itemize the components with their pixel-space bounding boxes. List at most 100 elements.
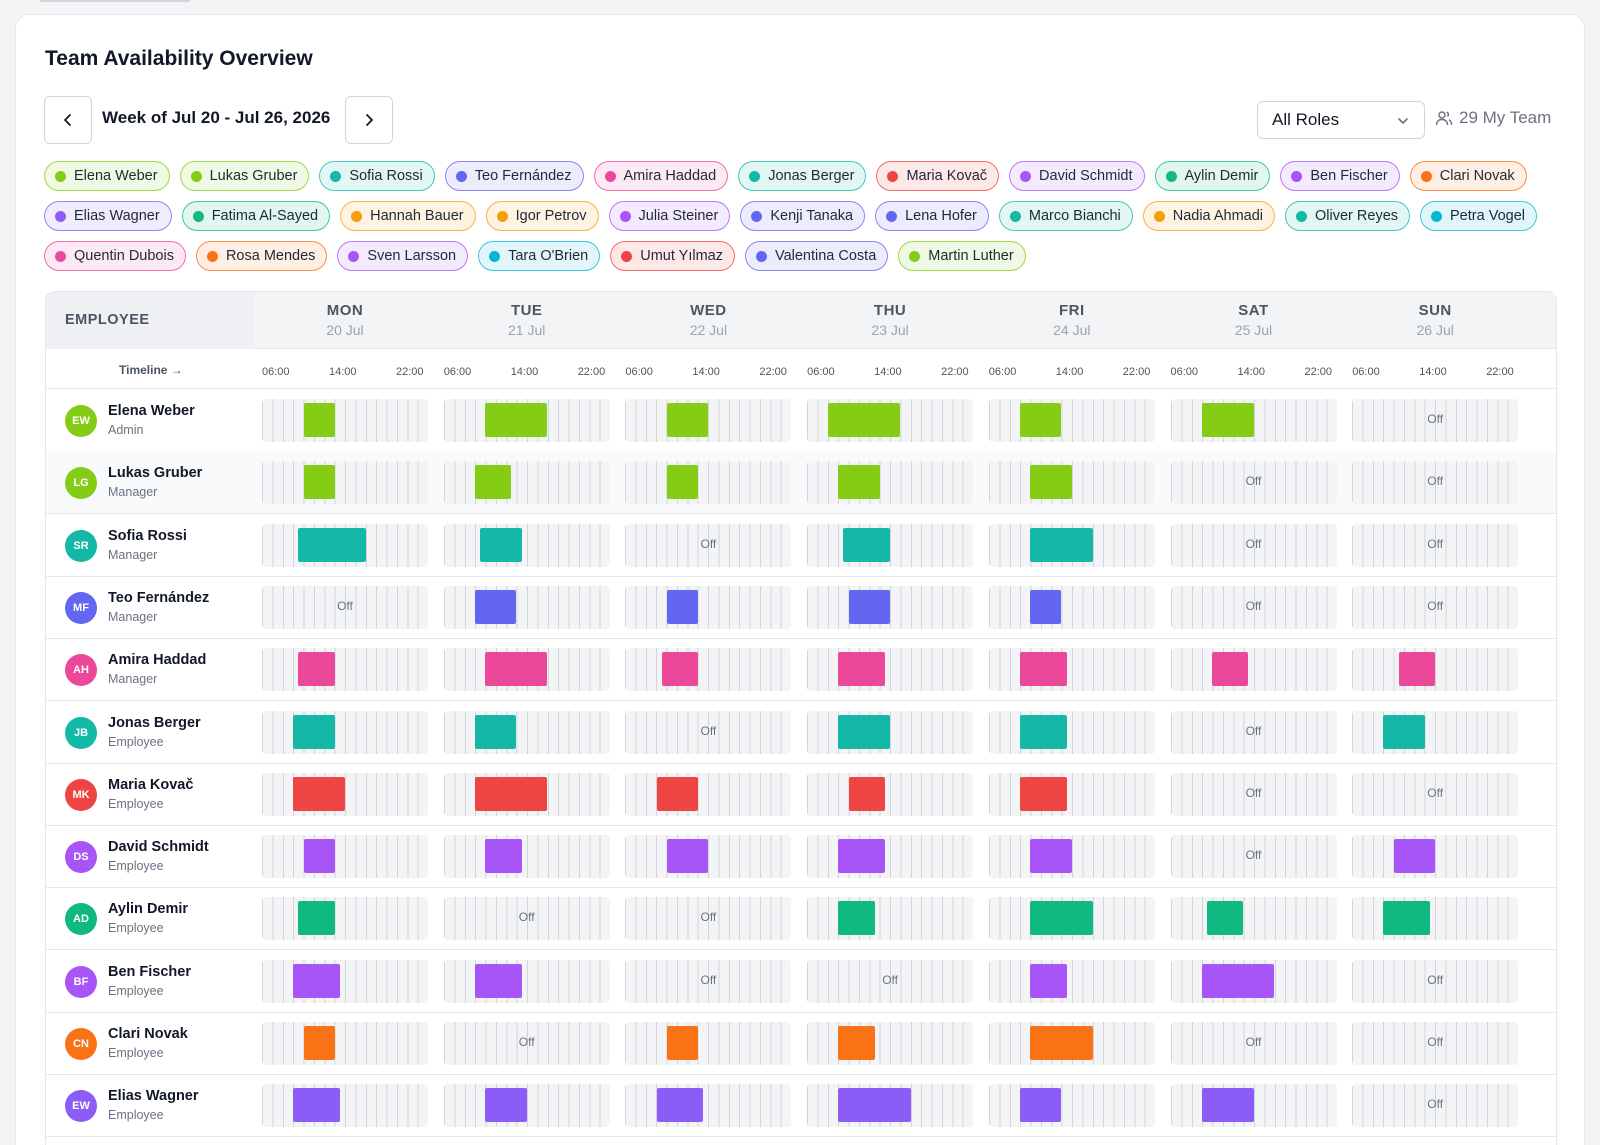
shift-bar[interactable]: [293, 1088, 340, 1123]
availability-cell-fri[interactable]: [988, 710, 1155, 754]
availability-cell-fri[interactable]: [988, 1022, 1155, 1065]
shift-bar[interactable]: [1019, 403, 1062, 437]
availability-cell-sun[interactable]: Off: [1352, 959, 1519, 1003]
availability-cell-tue[interactable]: [443, 461, 610, 505]
shift-bar[interactable]: [474, 963, 522, 998]
availability-cell-thu[interactable]: [807, 648, 974, 692]
employee-chip-nadia-ahmadi[interactable]: Nadia Ahmadi: [1142, 201, 1276, 231]
shift-bar[interactable]: [474, 589, 517, 624]
availability-cell-wed[interactable]: [625, 1084, 792, 1128]
shift-bar[interactable]: [838, 465, 880, 500]
shift-bar[interactable]: [485, 652, 548, 687]
availability-cell-sun[interactable]: [1352, 835, 1519, 879]
shift-bar[interactable]: [485, 403, 548, 437]
availability-cell-sat[interactable]: Off: [1170, 523, 1337, 567]
shift-bar[interactable]: [1030, 465, 1072, 500]
employee-chip-amira-haddad[interactable]: Amira Haddad: [593, 161, 729, 191]
employee-row[interactable]: BF Ben Fischer Employee Off Off Off: [46, 950, 1556, 1013]
team-count[interactable]: 29 My Team: [1435, 108, 1551, 128]
availability-cell-sat[interactable]: [1170, 897, 1337, 941]
availability-cell-fri[interactable]: [988, 461, 1155, 505]
availability-cell-mon[interactable]: [262, 1022, 428, 1065]
availability-cell-sun[interactable]: [1352, 897, 1519, 941]
shift-bar[interactable]: [303, 465, 335, 500]
availability-cell-fri[interactable]: [988, 648, 1155, 692]
availability-cell-mon[interactable]: Off: [262, 585, 428, 629]
availability-cell-thu[interactable]: [807, 399, 974, 442]
availability-cell-thu[interactable]: [807, 1084, 974, 1128]
employee-chip-rosa-mendes[interactable]: Rosa Mendes: [195, 241, 328, 271]
shift-bar[interactable]: [1030, 839, 1072, 874]
shift-bar[interactable]: [474, 714, 517, 749]
employee-row[interactable]: MK Maria Kovač Employee Off Off: [46, 763, 1556, 826]
employee-row[interactable]: MF Teo Fernández Manager Off Off Off: [46, 576, 1556, 639]
availability-cell-fri[interactable]: [988, 835, 1155, 879]
employee-chip-david-schmidt[interactable]: David Schmidt: [1009, 161, 1145, 191]
shift-bar[interactable]: [293, 776, 345, 811]
shift-bar[interactable]: [474, 465, 512, 500]
availability-cell-mon[interactable]: [262, 959, 428, 1003]
employee-row[interactable]: DS David Schmidt Employee Off: [46, 825, 1556, 889]
availability-cell-wed[interactable]: Off: [625, 523, 792, 567]
employee-row[interactable]: AD Aylin Demir Employee Off Off: [46, 887, 1556, 951]
availability-cell-wed[interactable]: [625, 772, 792, 816]
availability-cell-sun[interactable]: Off: [1352, 1022, 1519, 1065]
shift-bar[interactable]: [666, 589, 699, 624]
availability-cell-fri[interactable]: [988, 772, 1155, 816]
shift-bar[interactable]: [298, 652, 335, 687]
shift-bar[interactable]: [848, 776, 885, 811]
availability-cell-thu[interactable]: [807, 461, 974, 505]
availability-cell-sat[interactable]: Off: [1170, 461, 1337, 505]
employee-row[interactable]: CN Clari Novak Employee Off Off Off: [46, 1012, 1556, 1075]
shift-bar[interactable]: [1019, 714, 1067, 749]
availability-cell-tue[interactable]: [443, 399, 610, 442]
next-week-button[interactable]: [345, 96, 393, 144]
employee-chip-ben-fischer[interactable]: Ben Fischer: [1280, 161, 1400, 191]
availability-cell-thu[interactable]: [807, 523, 974, 567]
availability-cell-sat[interactable]: [1170, 399, 1337, 442]
availability-cell-fri[interactable]: [988, 1084, 1155, 1128]
shift-bar[interactable]: [656, 1088, 704, 1123]
shift-bar[interactable]: [666, 465, 699, 500]
availability-cell-thu[interactable]: Off: [807, 959, 974, 1003]
employee-row[interactable]: EW Elena Weber Admin Off: [46, 389, 1556, 452]
availability-cell-tue[interactable]: [443, 772, 610, 816]
availability-cell-wed[interactable]: [625, 1022, 792, 1065]
availability-cell-fri[interactable]: [988, 399, 1155, 442]
employee-chip-quentin-dubois[interactable]: Quentin Dubois: [44, 241, 186, 271]
shift-bar[interactable]: [827, 403, 901, 437]
availability-cell-mon[interactable]: [262, 835, 428, 879]
availability-cell-wed[interactable]: [625, 585, 792, 629]
employee-row[interactable]: JB Jonas Berger Employee Off Off: [46, 701, 1556, 764]
shift-bar[interactable]: [666, 839, 709, 874]
employee-row[interactable]: EW Elias Wagner Employee Off: [46, 1074, 1556, 1138]
shift-bar[interactable]: [1393, 839, 1436, 874]
employee-chip-martin-luther[interactable]: Martin Luther: [898, 241, 1026, 271]
availability-cell-sun[interactable]: Off: [1352, 523, 1519, 567]
employee-chip-lena-hofer[interactable]: Lena Hofer: [875, 201, 989, 231]
availability-cell-wed[interactable]: [625, 648, 792, 692]
shift-bar[interactable]: [1206, 901, 1244, 936]
shift-bar[interactable]: [485, 1088, 527, 1123]
shift-bar[interactable]: [303, 1026, 335, 1060]
availability-cell-wed[interactable]: [625, 399, 792, 442]
employee-row[interactable]: LG Lukas Gruber Manager Off Off: [46, 451, 1556, 515]
shift-bar[interactable]: [293, 714, 335, 749]
availability-cell-sun[interactable]: Off: [1352, 585, 1519, 629]
availability-cell-sat[interactable]: [1170, 1084, 1337, 1128]
employee-chip-kenji-tanaka[interactable]: Kenji Tanaka: [740, 201, 866, 231]
shift-bar[interactable]: [474, 776, 548, 811]
availability-cell-tue[interactable]: [443, 835, 610, 879]
availability-cell-sat[interactable]: Off: [1170, 772, 1337, 816]
employee-chip-elias-wagner[interactable]: Elias Wagner: [44, 201, 172, 231]
shift-bar[interactable]: [298, 901, 335, 936]
shift-bar[interactable]: [1201, 1088, 1254, 1123]
shift-bar[interactable]: [303, 839, 335, 874]
availability-cell-sun[interactable]: Off: [1352, 1084, 1519, 1128]
availability-cell-fri[interactable]: [988, 523, 1155, 567]
availability-cell-mon[interactable]: [262, 523, 428, 567]
employee-chip-igor-petrov[interactable]: Igor Petrov: [485, 201, 599, 231]
shift-bar[interactable]: [661, 652, 699, 687]
shift-bar[interactable]: [1030, 901, 1093, 936]
shift-bar[interactable]: [480, 527, 522, 562]
